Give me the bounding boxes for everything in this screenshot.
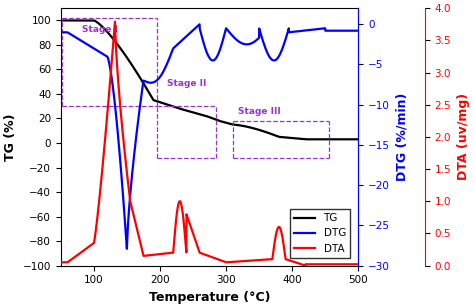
TG <box>356 137 361 141</box>
TG <box>318 137 323 141</box>
Y-axis label: DTG (%/min): DTG (%/min) <box>395 93 409 181</box>
TG <box>92 19 98 22</box>
Y-axis label: DTA (uv/mg): DTA (uv/mg) <box>457 93 470 180</box>
Line: TG: TG <box>61 20 358 139</box>
DTA <box>92 236 98 240</box>
Legend: TG, DTG, DTA: TG, DTG, DTA <box>290 209 350 258</box>
DTG <box>58 30 64 34</box>
DTA <box>350 262 356 266</box>
TG <box>58 18 64 22</box>
TG <box>172 105 178 109</box>
DTG <box>318 27 323 30</box>
Text: Stage I: Stage I <box>82 25 118 34</box>
TG <box>302 137 308 141</box>
Text: Stage II: Stage II <box>166 79 206 88</box>
Y-axis label: TG (%): TG (%) <box>4 113 17 160</box>
Line: DTG: DTG <box>61 24 358 249</box>
TG <box>350 137 356 141</box>
TG <box>109 36 115 40</box>
DTG <box>350 29 356 33</box>
DTA <box>58 261 64 264</box>
DTA <box>112 20 118 23</box>
DTA <box>109 52 115 55</box>
DTG <box>109 81 115 85</box>
TG <box>185 109 191 113</box>
DTA <box>302 264 308 267</box>
DTA <box>185 217 191 220</box>
DTG <box>124 247 130 251</box>
Line: DTA: DTA <box>61 22 358 265</box>
DTA <box>318 262 323 266</box>
DTG <box>172 45 178 49</box>
X-axis label: Temperature (°C): Temperature (°C) <box>149 291 270 304</box>
DTA <box>356 262 361 266</box>
DTG <box>356 29 361 33</box>
DTG <box>185 33 191 37</box>
Text: Stage III: Stage III <box>238 107 281 116</box>
DTA <box>172 229 178 233</box>
DTG <box>92 47 98 51</box>
DTG <box>197 22 202 26</box>
